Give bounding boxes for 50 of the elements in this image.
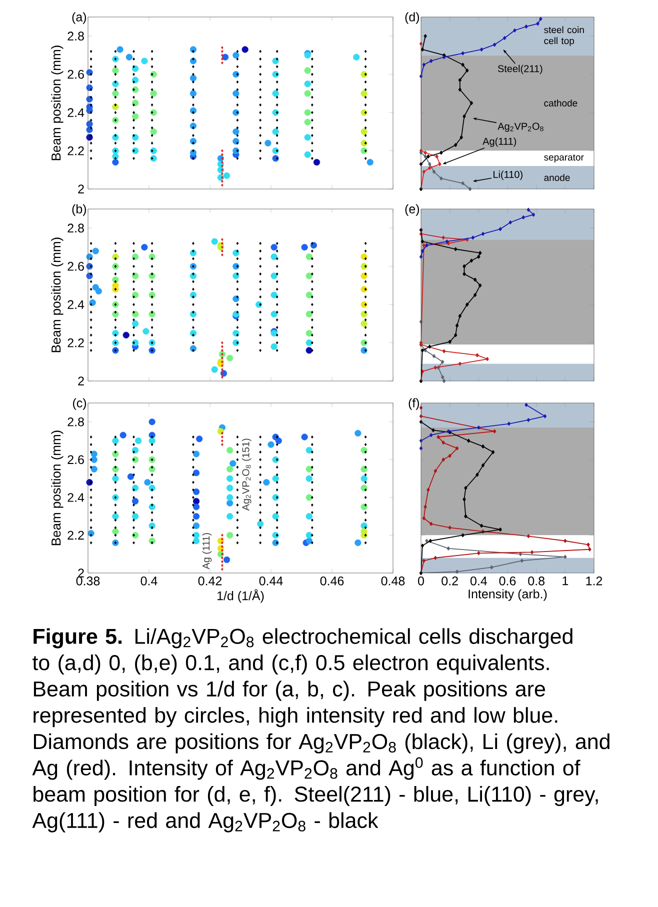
y-tick-label: 2.8 bbox=[68, 32, 84, 41]
y-axis-title: Beam position (mm) bbox=[51, 238, 64, 352]
y-tick-label: 2.4 bbox=[68, 108, 84, 117]
x-tick-label: 0 bbox=[418, 576, 424, 586]
x-axis-title: 1/d (1/Å) bbox=[217, 589, 264, 603]
x-tick-label: 0.42 bbox=[198, 576, 222, 586]
chart-title: (c) bbox=[73, 398, 86, 410]
y-tick-label: 2 bbox=[78, 376, 84, 386]
y-tick-label: 2.6 bbox=[68, 262, 84, 271]
chart-title: (e) bbox=[405, 204, 420, 216]
annotation: Ag (111) bbox=[202, 533, 212, 570]
x-tick-label: 0.2 bbox=[442, 576, 458, 586]
band-label: anode bbox=[544, 174, 570, 182]
y-tick-label: 2.2 bbox=[68, 338, 84, 348]
x-tick-label: 0.8 bbox=[528, 576, 544, 586]
band-label: separator bbox=[544, 154, 584, 162]
x-tick-label: 0.4 bbox=[140, 576, 158, 586]
y-tick-label: 2.4 bbox=[68, 493, 84, 502]
chart-title: (a) bbox=[72, 12, 86, 24]
y-tick-label: 2.6 bbox=[68, 70, 84, 79]
y-tick-label: 2.6 bbox=[68, 455, 84, 464]
y-tick-label: 2 bbox=[78, 184, 84, 194]
text: Figure 5. Li/Ag$_{2}$VP$_{2}$O$_{8}$ electrochemical cells discharged to (a,d) 0, (b,e) 0.1, and (c,f) 0.5 electron equivalents. Beam position vs 1/d for (a, b, c). Peak positions are represented by circles, high intensity red and low blue. Diamonds are positions for Ag$_{2}$VP$_{2}$O$_{8}$ (black), Li (grey), and Ag (red). Intensity of Ag$_{2}$VP$_{2}$O$_{8}$ and Ag$^{0}$ as a function of beam position for (d, e, f). Steel(211) - blue, Li(110) - grey, Ag(111) - red and Ag$_{2}$VP$_{2}$O$_{8}$ - black bbox=[32, 628, 610, 832]
y-tick-label: 2.2 bbox=[68, 530, 84, 540]
x-tick-label: 0.48 bbox=[381, 576, 405, 586]
x-tick-label: 0.38 bbox=[76, 576, 100, 586]
x-tick-label: 0.6 bbox=[499, 576, 516, 586]
chart-title: (d) bbox=[405, 12, 420, 24]
annotation: Ag$_{2}$VP$_{2}$O$_{8}$ (151) bbox=[242, 438, 252, 511]
y-axis-title: Beam position (mm) bbox=[51, 46, 64, 160]
annotation: Li(110) bbox=[494, 170, 522, 180]
band-label: steel coin cell top bbox=[544, 26, 584, 46]
y-axis-title: Beam position (mm) bbox=[51, 430, 64, 546]
x-tick-label: 0.46 bbox=[320, 576, 344, 586]
band-label: cathode bbox=[544, 99, 578, 106]
x-tick-label: 0.44 bbox=[259, 576, 283, 586]
annotation: Ag(111) bbox=[482, 137, 516, 147]
x-axis-title: Intensity (arb.) bbox=[468, 589, 547, 601]
y-tick-label: 2.4 bbox=[68, 300, 84, 309]
y-tick-label: 2.8 bbox=[68, 417, 84, 426]
x-tick-label: 1.2 bbox=[586, 576, 602, 586]
y-tick-label: 2.2 bbox=[68, 146, 84, 156]
y-tick-label: 2.8 bbox=[68, 224, 84, 233]
annotation: Steel(211) bbox=[498, 64, 542, 74]
x-tick-label: 1 bbox=[562, 576, 568, 586]
y-tick-label: 2 bbox=[78, 568, 84, 578]
x-tick-label: 0.4 bbox=[470, 576, 487, 586]
chart-title: (b) bbox=[72, 204, 86, 216]
annotation: Ag$_{2}$VP$_{2}$O$_{8}$ bbox=[498, 122, 544, 132]
chart-title: (f) bbox=[408, 398, 420, 410]
